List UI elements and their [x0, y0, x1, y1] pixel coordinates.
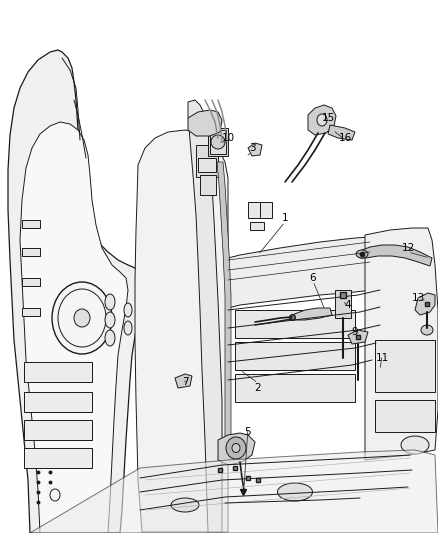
- Text: 1: 1: [281, 213, 288, 223]
- Ellipse shape: [231, 443, 240, 453]
- Text: 11: 11: [374, 353, 388, 363]
- Bar: [247, 202, 259, 218]
- Polygon shape: [414, 293, 434, 315]
- Ellipse shape: [420, 325, 432, 335]
- Text: 15: 15: [321, 113, 334, 123]
- Ellipse shape: [171, 498, 198, 512]
- Polygon shape: [247, 143, 261, 156]
- Polygon shape: [218, 433, 254, 465]
- Polygon shape: [8, 50, 141, 533]
- Bar: [195, 145, 218, 177]
- Bar: [24, 362, 92, 382]
- Ellipse shape: [74, 309, 90, 327]
- Bar: [234, 374, 354, 402]
- Text: 5: 5: [244, 427, 251, 437]
- Bar: [22, 220, 40, 228]
- Ellipse shape: [400, 436, 428, 454]
- Bar: [334, 290, 350, 318]
- Text: 4: 4: [344, 300, 350, 310]
- Ellipse shape: [355, 250, 367, 258]
- Bar: [24, 420, 92, 440]
- Bar: [24, 448, 92, 468]
- Bar: [22, 248, 40, 256]
- Text: 6: 6: [309, 273, 316, 283]
- Bar: [22, 278, 40, 286]
- Ellipse shape: [52, 282, 112, 354]
- Bar: [259, 202, 272, 218]
- Polygon shape: [20, 122, 128, 533]
- Ellipse shape: [211, 135, 225, 149]
- Polygon shape: [187, 110, 222, 136]
- Polygon shape: [359, 245, 431, 266]
- Text: 3: 3: [248, 143, 255, 153]
- Ellipse shape: [124, 303, 132, 317]
- Polygon shape: [364, 228, 437, 460]
- Ellipse shape: [316, 114, 326, 126]
- Bar: [234, 310, 354, 338]
- Bar: [374, 400, 434, 432]
- Text: 16: 16: [338, 133, 351, 143]
- Bar: [200, 175, 215, 195]
- Text: 10: 10: [221, 133, 234, 143]
- Text: 2: 2: [254, 383, 261, 393]
- Text: 9: 9: [351, 327, 357, 337]
- Polygon shape: [227, 237, 371, 308]
- Text: 7: 7: [181, 377, 188, 387]
- Ellipse shape: [105, 294, 115, 310]
- Polygon shape: [175, 374, 191, 388]
- Polygon shape: [307, 105, 335, 135]
- Ellipse shape: [124, 321, 132, 335]
- Polygon shape: [135, 130, 227, 532]
- Bar: [22, 308, 40, 316]
- Polygon shape: [327, 125, 354, 140]
- Bar: [374, 340, 434, 392]
- Polygon shape: [347, 330, 367, 344]
- Ellipse shape: [105, 330, 115, 346]
- Text: 12: 12: [400, 243, 413, 253]
- Text: 13: 13: [410, 293, 424, 303]
- Bar: [209, 130, 226, 154]
- Bar: [208, 128, 227, 156]
- Bar: [249, 222, 263, 230]
- Ellipse shape: [105, 312, 115, 328]
- Bar: [24, 392, 92, 412]
- Polygon shape: [30, 450, 437, 533]
- Polygon shape: [216, 162, 230, 445]
- Polygon shape: [291, 308, 331, 320]
- Ellipse shape: [277, 483, 312, 501]
- Ellipse shape: [226, 437, 245, 459]
- Bar: [234, 342, 354, 370]
- Polygon shape: [187, 100, 222, 532]
- Bar: [198, 158, 215, 172]
